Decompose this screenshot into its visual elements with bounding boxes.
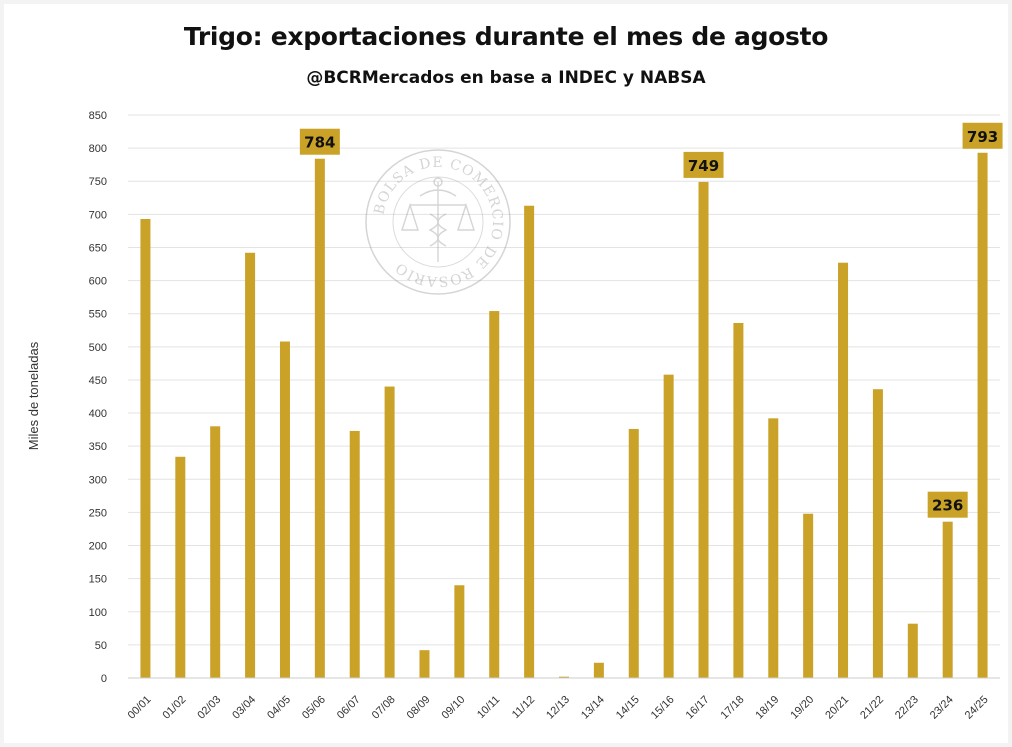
x-tick-label: 18/19: [753, 694, 781, 722]
data-callouts: 784 749 236 793: [299, 122, 1003, 518]
data-label-box: [683, 151, 724, 178]
y-tick-label: 300: [89, 474, 107, 486]
y-tick-label: 350: [89, 441, 107, 453]
bars: [140, 152, 988, 678]
bar-22-23: [907, 623, 918, 678]
bar-16-17: [698, 181, 709, 678]
data-label-23-24: 236: [927, 491, 968, 518]
bar-13-14: [593, 662, 604, 678]
bar-08-09: [419, 650, 430, 678]
bar-14-15: [628, 428, 639, 678]
bar-21-22: [872, 389, 883, 678]
y-axis-ticks: 0 50 100 150 200 250 300 350 400 450 500 550 600 650 7…: [89, 110, 107, 685]
bar-20-21: [838, 262, 849, 678]
bar-07-08: [384, 386, 395, 678]
x-tick-label: 04/05: [265, 694, 293, 722]
bar-11-12: [524, 205, 535, 678]
bar-24-25: [977, 152, 988, 678]
x-tick-label: 10/11: [475, 694, 502, 721]
scales-caduceus-seal-icon: [401, 177, 475, 262]
data-label-box: [927, 491, 968, 518]
y-tick-label: 100: [89, 607, 107, 619]
data-label-box: [299, 128, 340, 155]
x-tick-label: 00/01: [126, 694, 154, 722]
x-tick-label: 12/13: [544, 694, 572, 722]
x-tick-label: 13/14: [579, 694, 607, 722]
x-tick-label: 05/06: [300, 694, 328, 722]
data-label-text: 784: [304, 134, 335, 152]
x-tick-label: 02/03: [195, 694, 223, 722]
y-tick-label: 600: [89, 276, 107, 288]
x-tick-label: 11/12: [510, 694, 537, 721]
x-tick-label: 24/25: [963, 694, 991, 722]
y-tick-label: 0: [101, 673, 107, 685]
bar-12-13: [559, 676, 569, 678]
seal-outer-ring: [365, 149, 511, 295]
x-tick-label: 01/02: [160, 694, 188, 722]
bar-09-10: [454, 585, 465, 678]
bar-02-03: [210, 426, 221, 678]
data-label-05-06: 784: [299, 128, 340, 155]
x-tick-label: 14/15: [614, 694, 642, 722]
x-tick-label: 23/24: [928, 694, 956, 722]
y-axis-label: Miles de toneladas: [26, 341, 41, 450]
bar-19-20: [803, 513, 814, 678]
gridlines: [128, 114, 1000, 646]
bar-18-19: [768, 418, 779, 678]
bar-05-06: [314, 158, 325, 678]
y-tick-label: 500: [89, 342, 107, 354]
x-tick-label: 09/10: [440, 694, 468, 722]
data-label-16-17: 749: [683, 151, 724, 178]
watermark-seal: BOLSA DE COMERCIO DE ROSARIO: [365, 149, 511, 295]
chart-title: Trigo: exportaciones durante el mes de a…: [183, 22, 829, 51]
x-tick-label: 16/17: [684, 694, 712, 722]
bar-01-02: [175, 456, 186, 678]
bar-00-01: [140, 218, 151, 678]
y-tick-label: 50: [95, 640, 107, 652]
bar-06-07: [349, 430, 360, 678]
y-tick-label: 450: [89, 375, 107, 387]
x-tick-label: 08/09: [405, 694, 433, 722]
y-tick-label: 400: [89, 408, 107, 420]
bar-03-04: [245, 252, 256, 678]
x-tick-label: 17/18: [719, 694, 747, 722]
chart-subtitle: @BCRMercados en base a INDEC y NABSA: [306, 68, 706, 88]
y-tick-label: 250: [89, 507, 107, 519]
y-tick-label: 750: [89, 176, 107, 188]
data-label-text: 749: [688, 157, 719, 175]
x-tick-label: 22/23: [893, 694, 921, 722]
bar-17-18: [733, 322, 744, 678]
bar-10-11: [489, 311, 500, 678]
x-tick-label: 15/16: [649, 694, 677, 722]
x-tick-label: 06/07: [335, 694, 363, 722]
y-tick-label: 850: [89, 110, 107, 122]
y-tick-label: 150: [89, 574, 107, 586]
x-tick-label: 03/04: [230, 694, 258, 722]
x-axis-ticks: 00/01 01/02 02/03 03/04 04/05 05/06 06/07 07/08…: [126, 694, 991, 722]
data-label-text: 793: [967, 128, 998, 146]
x-tick-label: 21/22: [858, 694, 886, 722]
y-tick-label: 550: [89, 309, 107, 321]
bar-04-05: [279, 341, 290, 678]
x-tick-label: 20/21: [823, 694, 851, 722]
y-tick-label: 800: [89, 143, 107, 155]
bar-23-24: [942, 521, 953, 678]
x-tick-label: 07/08: [370, 694, 398, 722]
bar-15-16: [663, 374, 674, 678]
y-tick-label: 700: [89, 209, 107, 221]
y-tick-label: 650: [89, 242, 107, 254]
data-label-text: 236: [932, 497, 963, 515]
seal-inner-ring: [392, 176, 484, 268]
x-tick-label: 19/20: [788, 694, 816, 722]
data-label-24-25: 793: [962, 122, 1003, 149]
data-label-box: [962, 122, 1003, 149]
y-tick-label: 200: [89, 541, 107, 553]
